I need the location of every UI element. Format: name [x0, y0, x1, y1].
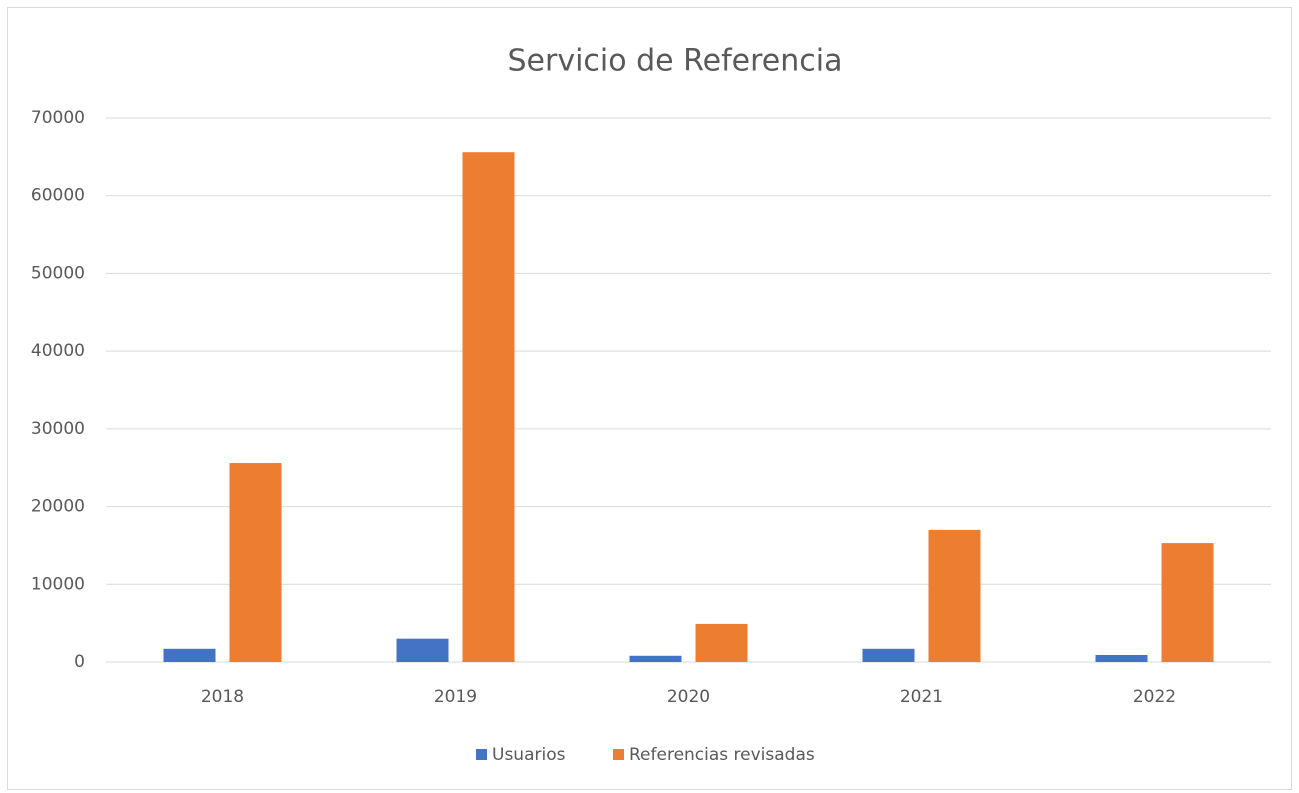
y-tick-label: 30000 [31, 419, 85, 439]
bar [396, 638, 449, 662]
bar [629, 655, 682, 662]
chart-title: Servicio de Referencia [507, 44, 842, 79]
bar [229, 463, 282, 662]
y-tick-label: 20000 [31, 497, 85, 517]
x-tick-label: 2020 [667, 687, 710, 707]
y-tick-label: 40000 [31, 341, 85, 361]
x-tick-label: 2022 [1133, 687, 1176, 707]
x-tick-label: 2021 [900, 687, 943, 707]
legend-label: Referencias revisadas [629, 745, 815, 765]
legend-label: Usuarios [492, 745, 566, 765]
y-tick-label: 0 [74, 652, 85, 672]
y-tick-label: 60000 [31, 186, 85, 206]
x-tick-label: 2019 [434, 687, 477, 707]
bar [862, 648, 915, 662]
bar [462, 152, 515, 663]
bar [928, 529, 981, 662]
bar [163, 648, 216, 662]
y-tick-label: 10000 [31, 574, 85, 594]
y-tick-label: 70000 [31, 108, 85, 128]
legend-swatch [613, 749, 624, 760]
legend-swatch [476, 749, 487, 760]
bar [1095, 655, 1148, 662]
y-tick-label: 50000 [31, 263, 85, 283]
bar [695, 623, 748, 662]
chart-frame [7, 7, 1292, 790]
x-tick-label: 2018 [201, 687, 244, 707]
bar [1161, 543, 1214, 662]
